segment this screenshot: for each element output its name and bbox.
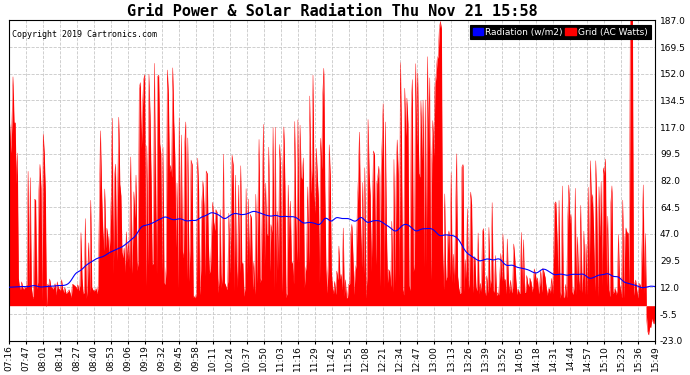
Title: Grid Power & Solar Radiation Thu Nov 21 15:58: Grid Power & Solar Radiation Thu Nov 21 … xyxy=(126,4,538,19)
Legend: Radiation (w/m2), Grid (AC Watts): Radiation (w/m2), Grid (AC Watts) xyxy=(470,25,651,39)
Text: Copyright 2019 Cartronics.com: Copyright 2019 Cartronics.com xyxy=(12,30,157,39)
